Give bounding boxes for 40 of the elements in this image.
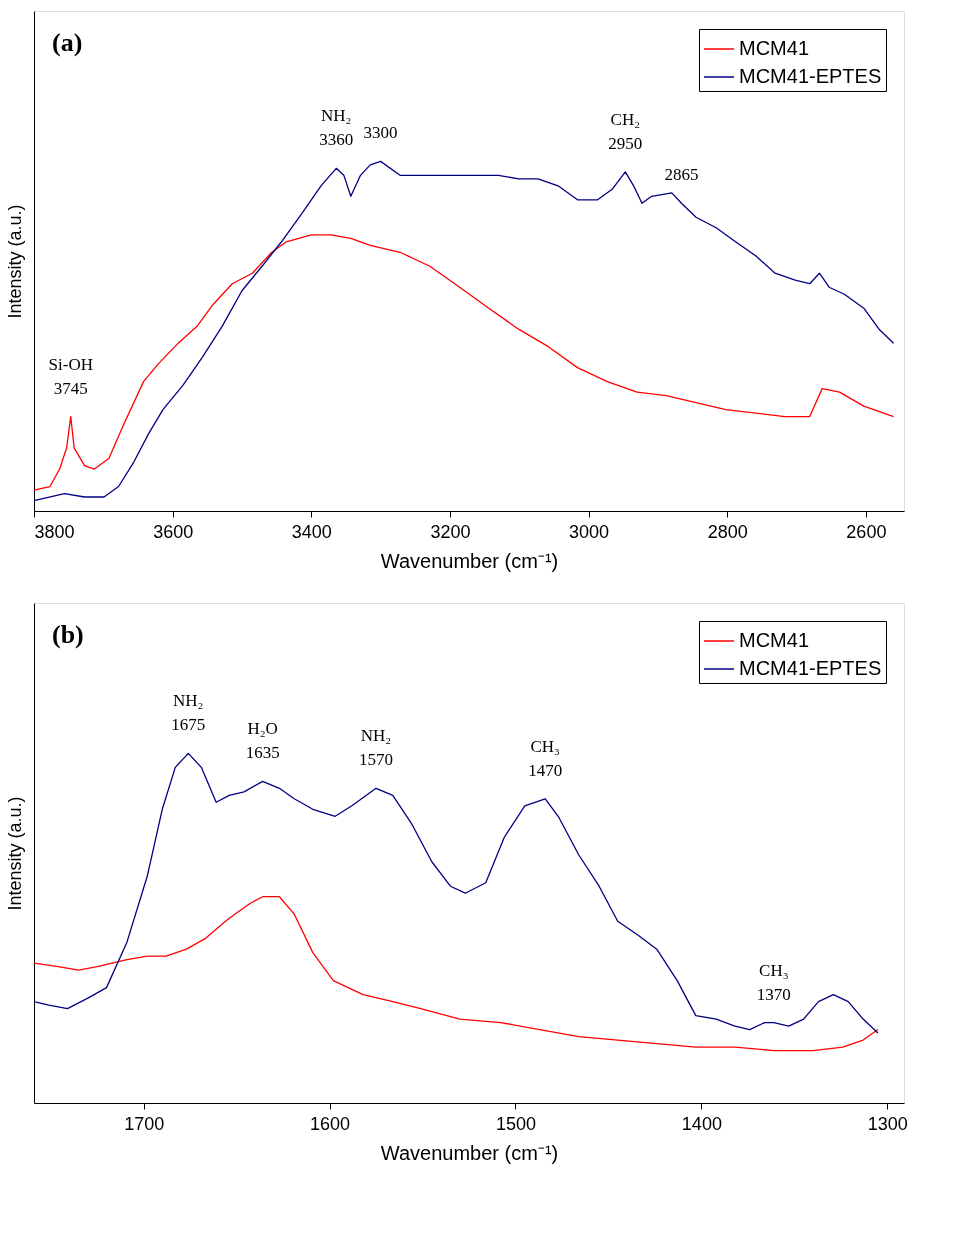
annotation: H₂O: [247, 719, 278, 739]
x-tick-label: 1500: [495, 1113, 536, 1134]
x-tick-label: 2600: [846, 521, 887, 542]
x-tick-label: 1300: [867, 1113, 908, 1134]
x-tick-label: 3600: [153, 521, 194, 542]
y-axis-title: Intensity (a.u.): [4, 204, 25, 319]
x-axis-title: Wavenumber (cm⁻¹): [380, 1141, 559, 1164]
annotation: CH₂: [610, 109, 641, 129]
annotation: 1470: [528, 760, 563, 780]
annotation: NH₂: [173, 691, 204, 711]
legend-label: MCM41: [739, 37, 810, 59]
annotation: 2865: [664, 165, 699, 185]
annotation: 3300: [363, 123, 398, 143]
annotation: NH₂: [360, 726, 392, 746]
annotation: CH₃: [759, 960, 789, 980]
x-tick-label: 1700: [124, 1113, 165, 1134]
annotation: 1370: [756, 984, 791, 1004]
x-tick-label: 3800: [34, 521, 75, 542]
x-axis-title: Wavenumber (cm⁻¹): [380, 549, 559, 572]
x-tick-label: 1400: [681, 1113, 722, 1134]
text: (b): [52, 620, 84, 649]
x-tick-label: 3000: [569, 521, 610, 542]
annotation: NH₂: [321, 106, 352, 126]
annotation: 1635: [245, 743, 280, 763]
annotation: 1570: [359, 750, 394, 770]
x-tick-label: 2800: [707, 521, 748, 542]
legend-label: MCM41: [739, 629, 810, 651]
legend-label: MCM41-EPTES: [739, 657, 882, 679]
annotation: CH₃: [530, 736, 561, 756]
x-tick-label: 3200: [430, 521, 471, 542]
x-tick-label: 1600: [310, 1113, 351, 1134]
annotation: 3360: [319, 130, 354, 150]
x-tick-label: 3400: [291, 521, 332, 542]
annotation: Si-OH: [48, 354, 93, 374]
annotation: 3745: [53, 378, 88, 398]
annotation: 1675: [171, 715, 206, 735]
annotation: 2950: [608, 133, 643, 153]
y-axis-title: Intensity (a.u.): [4, 796, 25, 911]
text: (a): [52, 28, 83, 57]
legend-label: MCM41-EPTES: [739, 65, 882, 87]
